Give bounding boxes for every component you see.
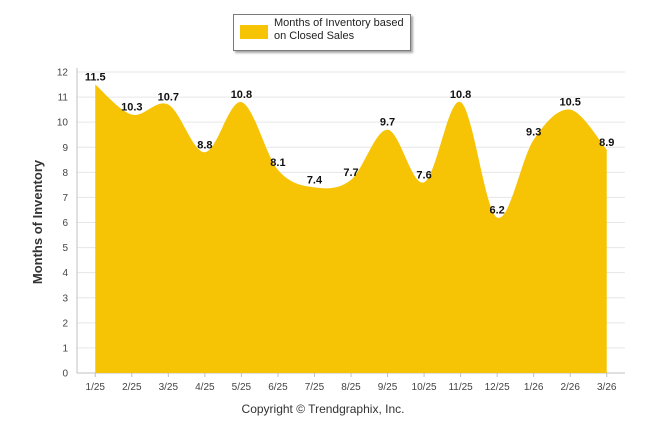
y-axis-title: Months of Inventory — [30, 159, 45, 284]
data-label: 9.7 — [380, 117, 395, 129]
y-tick-label: 6 — [62, 218, 68, 229]
y-tick-label: 9 — [62, 143, 68, 154]
x-tick-label: 1/26 — [524, 382, 544, 393]
legend-swatch — [240, 25, 268, 39]
data-label: 7.7 — [343, 167, 358, 179]
x-tick-label: 5/25 — [232, 382, 252, 393]
legend-label: Months of Inventory based on Closed Sale… — [274, 17, 404, 42]
y-tick-label: 8 — [62, 168, 68, 179]
data-label: 8.8 — [197, 139, 212, 151]
y-tick-label: 7 — [62, 193, 68, 204]
area-series-fill — [95, 84, 607, 374]
x-axis-ticks: 1/25 2/25 3/25 4/25 5/25 6/25 7/25 8/25 9/25 10/2… — [86, 373, 617, 393]
data-label: 9.3 — [526, 127, 541, 139]
data-label: 8.9 — [599, 137, 614, 149]
data-label: 6.2 — [489, 204, 504, 216]
y-tick-label: 5 — [62, 243, 68, 254]
x-tick-label: 2/25 — [122, 382, 142, 393]
y-tick-label: 10 — [57, 118, 69, 129]
data-label: 10.3 — [121, 102, 142, 114]
data-label: 7.4 — [307, 174, 323, 186]
y-tick-label: 11 — [58, 93, 69, 104]
data-label: 7.6 — [416, 169, 431, 181]
legend[interactable]: Months of Inventory based on Closed Sale… — [233, 14, 411, 51]
data-label: 10.5 — [559, 97, 580, 109]
x-tick-label: 4/25 — [195, 382, 215, 393]
x-tick-label: 8/25 — [341, 382, 361, 393]
data-label: 10.7 — [158, 92, 179, 104]
x-tick-label: 7/25 — [305, 382, 325, 393]
x-tick-label: 12/25 — [485, 382, 510, 393]
x-tick-label: 9/25 — [378, 382, 398, 393]
y-tick-label: 0 — [62, 369, 68, 380]
x-tick-label: 1/25 — [86, 382, 106, 393]
x-tick-label: 6/25 — [268, 382, 288, 393]
data-label: 11.5 — [85, 72, 106, 84]
data-labels: 11.5 10.3 10.7 8.8 10.8 8.1 7.4 7.7 9.7 7.6 10.8 6.… — [85, 72, 615, 217]
y-tick-label: 12 — [57, 68, 69, 79]
y-tick-label: 1 — [62, 343, 68, 354]
y-tick-label: 4 — [62, 268, 68, 279]
x-tick-label: 10/25 — [412, 382, 437, 393]
data-label: 8.1 — [270, 157, 285, 169]
x-tick-label: 11/25 — [448, 382, 473, 393]
data-label: 10.8 — [231, 89, 252, 101]
data-label: 10.8 — [450, 89, 471, 101]
copyright-credit: Copyright © Trendgraphix, Inc. — [241, 402, 405, 416]
y-tick-label: 3 — [62, 293, 68, 304]
x-tick-label: 3/26 — [597, 382, 617, 393]
y-tick-label: 2 — [62, 318, 68, 329]
x-tick-label: 2/26 — [560, 382, 580, 393]
x-tick-label: 3/25 — [159, 382, 179, 393]
